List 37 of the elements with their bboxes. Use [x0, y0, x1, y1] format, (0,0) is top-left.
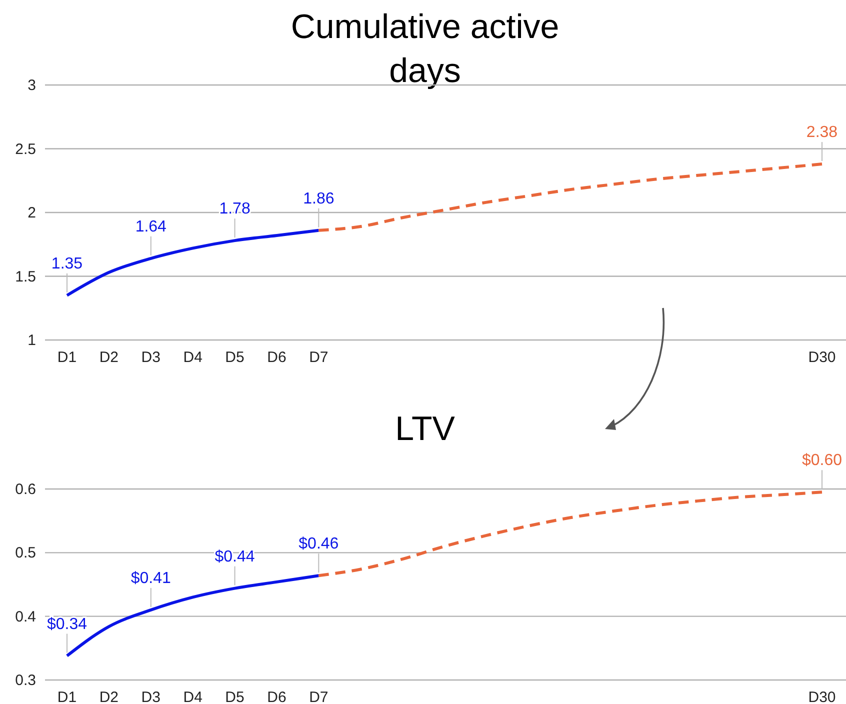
data-label: $0.60: [802, 452, 842, 470]
y-tick-label: 0.6: [15, 481, 36, 498]
data-label: 1.78: [219, 200, 250, 218]
y-tick-label: 1: [28, 332, 36, 349]
x-tick-label: D5: [225, 349, 244, 366]
data-label: $0.44: [214, 548, 255, 566]
x-tick-label: D4: [183, 349, 202, 366]
y-tick-label: 2.5: [15, 140, 36, 158]
x-tick-label: D6: [267, 349, 286, 366]
x-tick-label: D30: [808, 689, 836, 704]
y-tick-label: 3: [28, 77, 36, 94]
x-tick-label: D3: [141, 689, 160, 704]
y-tick-label: 1.5: [15, 268, 36, 286]
data-label: 1.86: [303, 190, 334, 208]
x-tick-label: D30: [808, 349, 836, 366]
x-tick-label: D4: [183, 689, 202, 704]
y-tick-label: 0.5: [15, 544, 36, 562]
y-tick-label: 0.3: [15, 672, 36, 689]
data-label: 1.35: [51, 255, 83, 272]
x-tick-label: D7: [309, 349, 328, 366]
data-label: 1.64: [135, 218, 167, 236]
chart-title: Cumulative active days: [290, 8, 560, 90]
data-label: $0.46: [298, 536, 339, 553]
y-tick-label: 0.4: [15, 608, 36, 626]
x-tick-label: D2: [99, 349, 119, 366]
x-tick-label: D1: [57, 689, 77, 704]
data-label: $0.34: [46, 616, 88, 633]
data-label: $0.41: [130, 570, 172, 587]
data-label: 2.38: [806, 124, 838, 142]
x-tick-label: D6: [267, 689, 286, 704]
x-tick-label: D7: [309, 689, 328, 704]
x-tick-label: D1: [57, 349, 77, 366]
x-tick-label: D2: [99, 689, 119, 704]
y-tick-label: 2: [28, 204, 36, 222]
x-tick-label: D5: [225, 689, 244, 704]
chart-title: LTV: [395, 410, 456, 448]
x-tick-label: D3: [141, 349, 160, 366]
